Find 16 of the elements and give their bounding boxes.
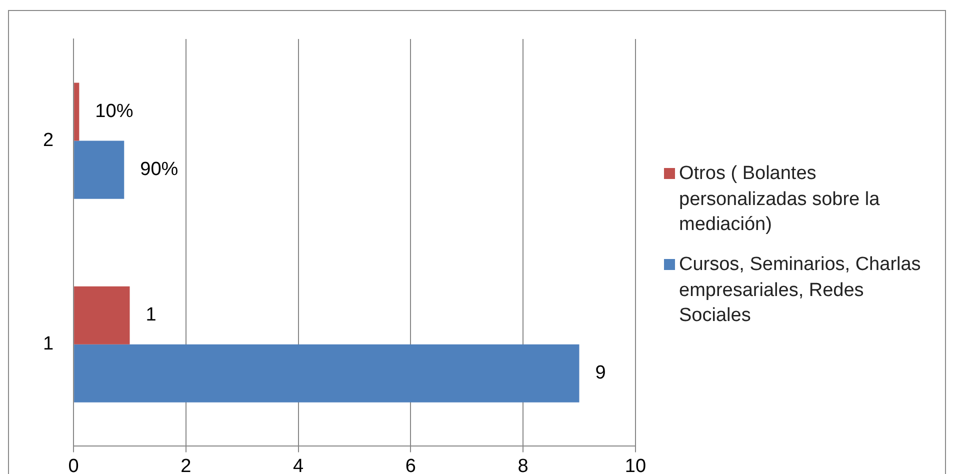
bar: [74, 344, 580, 402]
data-label: 9: [595, 362, 606, 384]
bar: [74, 82, 80, 141]
data-label: 1: [146, 304, 156, 326]
data-label: 90%: [140, 159, 178, 180]
bar: [74, 286, 130, 344]
bar: [74, 140, 124, 199]
x-tick-label: 6: [405, 456, 416, 474]
x-tick-label: 2: [180, 456, 192, 474]
x-tick-label: 4: [293, 456, 304, 474]
x-tick-label: 0: [68, 456, 79, 474]
legend-label: Cursos, Seminarios, Charlas empresariales, Redes Sociales: [679, 252, 922, 328]
legend-label: Otros ( Bolantes personalizadas sobre la mediación): [679, 162, 881, 238]
x-tick-label: 10: [624, 456, 646, 474]
x-tick-label: 8: [518, 456, 528, 474]
data-label: 10%: [95, 101, 134, 122]
